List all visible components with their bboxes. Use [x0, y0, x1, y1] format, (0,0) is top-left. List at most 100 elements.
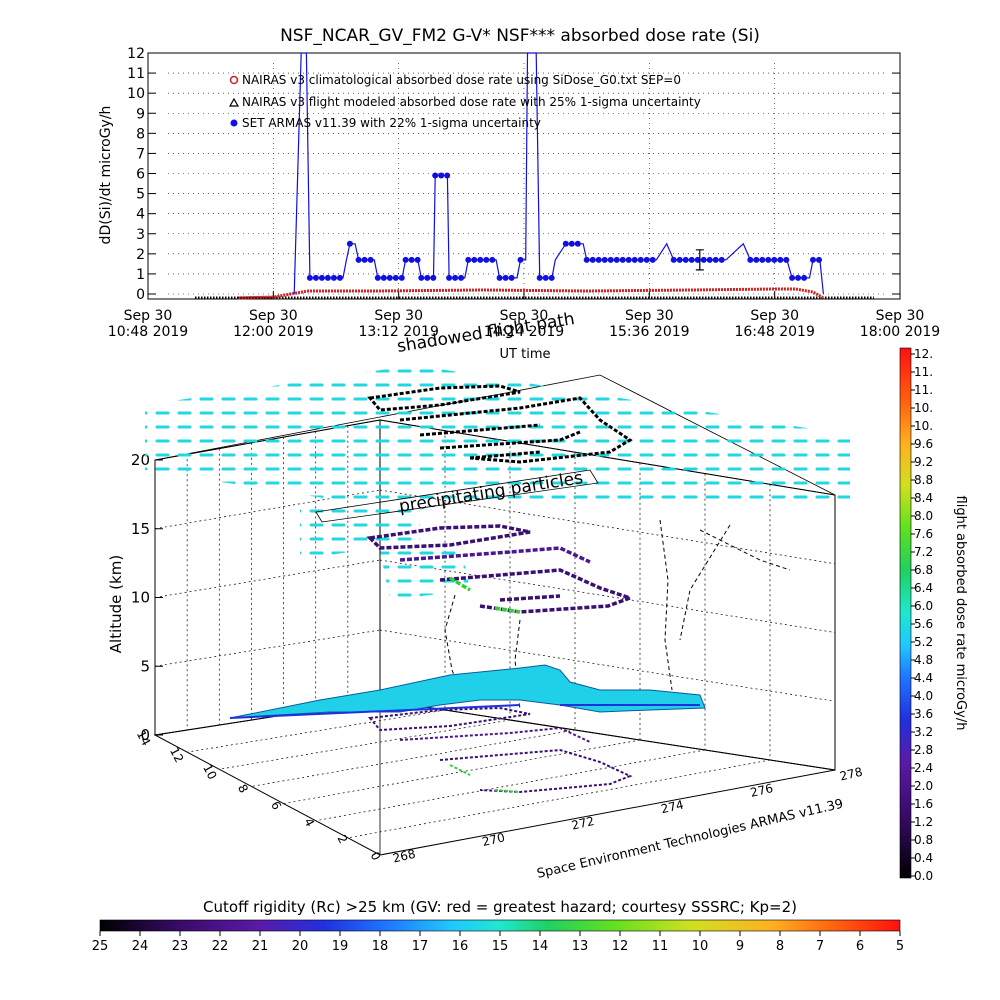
y-tick-label: 8: [136, 126, 145, 142]
armas-marker: [508, 274, 515, 281]
armas-marker: [574, 240, 581, 247]
altitude-tick-label: 10: [131, 589, 150, 607]
cutoff-rigidity-colorbar-tick-label: 7: [816, 939, 824, 954]
legend-entry-nairas-flight: NAIRAS v3 flight modeled absorbed dose r…: [242, 95, 701, 109]
armas-marker: [414, 256, 421, 263]
armas-marker: [712, 256, 719, 263]
armas-marker: [643, 256, 650, 263]
cutoff-rigidity-colorbar-tick-label: 13: [572, 939, 589, 954]
armas-marker: [548, 274, 555, 281]
dose-rate-colorbar-tick-label: 12.: [914, 347, 933, 361]
armas-marker: [471, 256, 478, 263]
dose-rate-colorbar-tick-label: 7.2: [914, 545, 933, 559]
cutoff-rigidity-plane-lower: [300, 490, 470, 600]
armas-marker: [517, 256, 524, 263]
cutoff-rigidity-colorbar-tick-label: 11: [652, 939, 669, 954]
cutoff-rigidity-colorbar-tick-label: 12: [612, 939, 629, 954]
x-tick-label-date: Sep 30: [500, 308, 549, 324]
y-tick-label: 10: [127, 86, 145, 102]
dose-rate-colorbar-label: flight absorbed dose rate microGy/h: [953, 496, 968, 731]
x-tick-label-time: 15:36 2019: [609, 324, 689, 340]
dose-rate-colorbar-tick-label: 1.2: [914, 815, 933, 829]
cutoff-rigidity-colorbar-tick-label: 5: [896, 939, 904, 954]
armas-marker: [324, 274, 331, 281]
armas-marker: [688, 256, 695, 263]
dose-rate-colorbar-tick-label: 3.2: [914, 725, 933, 739]
grid-line: [251, 729, 576, 787]
cutoff-rigidity-colorbar-tick-label: 19: [332, 939, 349, 954]
dose-rate-colorbar-tick-label: 9.6: [914, 437, 933, 451]
armas-marker: [783, 256, 790, 263]
armas-marker: [810, 256, 816, 263]
left-axis-tick-label: 6: [268, 799, 284, 812]
y-tick-label: 2: [136, 247, 145, 263]
dose-rate-colorbar-tick-label: 3.6: [914, 707, 933, 721]
dose-rate-colorbar-tick-label: 6.0: [914, 599, 933, 613]
dose-rate-colorbar-tick-label: 5.2: [914, 635, 933, 649]
armas-marker: [625, 256, 632, 263]
dose-rate-colorbar-ticks: 0.0 0.4 0.8 1.2 1.6 2.0 2.4 2.8 3.2 3.6 4.0 4.4 4.8 5…: [911, 347, 933, 883]
cutoff-rigidity-colorbar-tick-label: 9: [736, 939, 744, 954]
x-tick-label-time: 18:00 2019: [860, 324, 940, 340]
legend-entry-armas: SET ARMAS v11.39 with 22% 1-sigma uncert…: [242, 116, 541, 130]
armas-marker: [795, 274, 802, 281]
dose-rate-colorbar-tick-label: 9.2: [914, 455, 933, 469]
dose-rate-colorbar-tick-label: 4.8: [914, 653, 933, 667]
x-tick-label-date: Sep 30: [124, 308, 173, 324]
dose-rate-colorbar-tick-label: 6.4: [914, 581, 933, 595]
armas-marker: [753, 256, 760, 263]
armas-marker: [619, 256, 626, 263]
armas-marker: [694, 256, 701, 263]
altitude-tick-label: 0: [140, 726, 150, 744]
armas-marker: [706, 256, 713, 263]
grid-line: [315, 749, 706, 822]
armas-marker: [392, 274, 399, 281]
armas-marker: [637, 256, 644, 263]
armas-marker: [816, 256, 822, 263]
cutoff-rigidity-colorbar-tick-label: 10: [692, 939, 709, 954]
armas-marker: [430, 274, 437, 281]
armas-marker: [458, 274, 465, 281]
cutoff-rigidity-plane: [145, 365, 850, 510]
x-tick-label-date: Sep 30: [750, 308, 799, 324]
dose-rate-colorbar-tick-label: 4.0: [914, 689, 933, 703]
x-tick-label-time: 10:48 2019: [108, 324, 188, 340]
armas-marker: [374, 274, 381, 281]
grid-line: [283, 739, 641, 804]
armas-marker: [418, 274, 425, 281]
dose-rate-colorbar-tick-label: 0.4: [914, 851, 933, 865]
armas-marker: [801, 274, 808, 281]
shadowed-flight-path: [367, 384, 633, 464]
armas-marker: [336, 274, 343, 281]
cutoff-rigidity-colorbar-tick-label: 18: [372, 939, 389, 954]
armas-marker: [607, 256, 614, 263]
altitude-axis-label: Altitude (km): [107, 555, 125, 653]
credit-label: Space Environment Technologies ARMAS v11…: [536, 797, 845, 882]
dose-rate-colorbar-tick-label: 0.0: [914, 869, 933, 883]
dose-rate-colorbar-tick-label: 2.8: [914, 743, 933, 757]
dose-rate-colorbar-tick-label: 6.8: [914, 563, 933, 577]
x-tick-label-time: 14:24 2019: [484, 324, 564, 340]
x-tick-label-date: Sep 30: [249, 308, 298, 324]
altitude-tick-label: 15: [131, 520, 150, 538]
dose-rate-colorbar-tick-label: 4.4: [914, 671, 933, 685]
x-tick-label-time: 13:12 2019: [358, 324, 438, 340]
x-tick-label-time: 16:48 2019: [734, 324, 814, 340]
dose-rate-colorbar-tick-label: 7.6: [914, 527, 933, 541]
dose-rate-colorbar-tick-label: 2.0: [914, 779, 933, 793]
left-axis-tick-label: 12: [167, 745, 187, 765]
dose-rate-colorbar-tick-label: 8.8: [914, 473, 933, 487]
y-tick-label: 12: [127, 46, 145, 62]
dose-rate-colorbar-tick-label: 8.0: [914, 509, 933, 523]
y-tick-label: 6: [136, 167, 145, 183]
chart-title: NSF_NCAR_GV_FM2 G-V* NSF*** absorbed dos…: [280, 26, 760, 46]
armas-marker: [670, 256, 677, 263]
armas-marker: [477, 256, 484, 263]
armas-marker: [718, 256, 725, 263]
armas-marker: [649, 256, 656, 263]
y-tick-label: 1: [136, 267, 145, 283]
dose-rate-colorbar-tick-label: 11.: [914, 383, 933, 397]
y-tick-label: 5: [136, 187, 145, 203]
